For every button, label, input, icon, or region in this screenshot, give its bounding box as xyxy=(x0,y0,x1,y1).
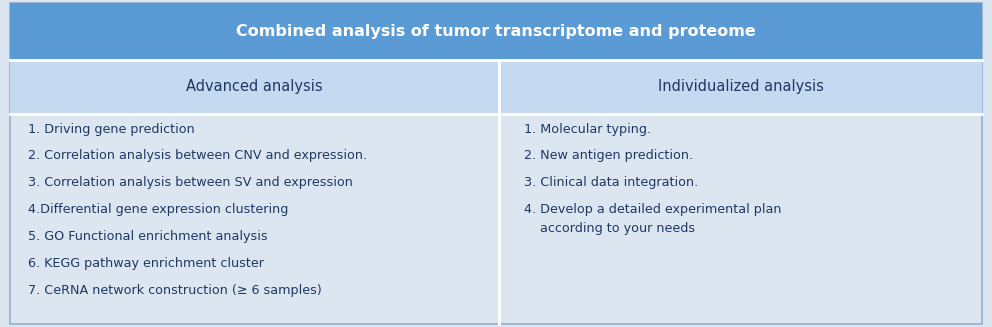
FancyBboxPatch shape xyxy=(10,3,982,60)
Text: Advanced analysis: Advanced analysis xyxy=(186,79,322,95)
Text: according to your needs: according to your needs xyxy=(524,222,695,235)
Text: 5. GO Functional enrichment analysis: 5. GO Functional enrichment analysis xyxy=(28,230,268,243)
Text: 4. Develop a detailed experimental plan: 4. Develop a detailed experimental plan xyxy=(524,203,782,216)
Text: Individualized analysis: Individualized analysis xyxy=(658,79,823,95)
Text: 6. KEGG pathway enrichment cluster: 6. KEGG pathway enrichment cluster xyxy=(28,257,264,270)
FancyBboxPatch shape xyxy=(10,3,982,324)
FancyBboxPatch shape xyxy=(10,60,982,114)
Text: 4.Differential gene expression clustering: 4.Differential gene expression clusterin… xyxy=(28,203,288,216)
Text: 1. Driving gene prediction: 1. Driving gene prediction xyxy=(28,123,194,136)
Text: 2. Correlation analysis between CNV and expression.: 2. Correlation analysis between CNV and … xyxy=(28,149,367,163)
Text: 7. CeRNA network construction (≥ 6 samples): 7. CeRNA network construction (≥ 6 sampl… xyxy=(28,284,321,297)
Text: 3. Correlation analysis between SV and expression: 3. Correlation analysis between SV and e… xyxy=(28,176,352,189)
Text: 2. New antigen prediction.: 2. New antigen prediction. xyxy=(524,149,692,163)
Text: 1. Molecular typing.: 1. Molecular typing. xyxy=(524,123,651,136)
Text: 3. Clinical data integration.: 3. Clinical data integration. xyxy=(524,176,698,189)
Text: Combined analysis of tumor transcriptome and proteome: Combined analysis of tumor transcriptome… xyxy=(236,24,756,39)
